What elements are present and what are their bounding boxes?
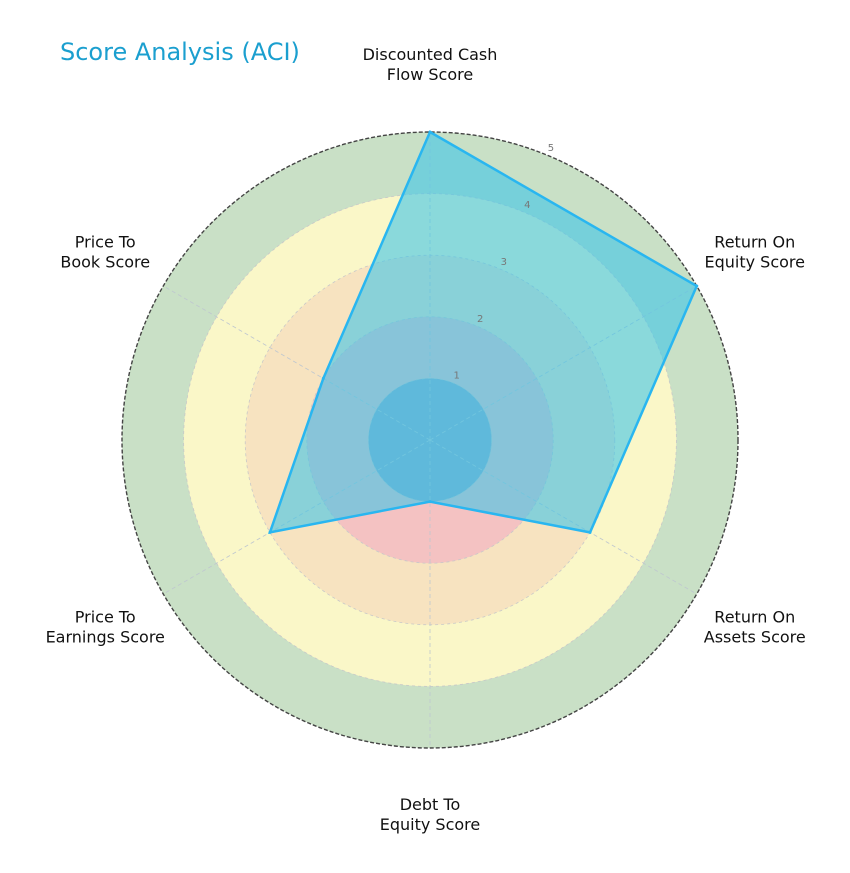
axis-label-line: Equity Score — [705, 253, 806, 272]
chart-title: Score Analysis (ACI) — [60, 38, 300, 66]
data-point-2 — [695, 284, 699, 288]
data-point-4 — [428, 500, 432, 504]
axis-label-line: Debt To — [400, 795, 461, 814]
r-tick-label-1: 1 — [453, 371, 459, 382]
axis-label-2: Return On Equity Score — [705, 233, 806, 272]
axis-label-5: Price To Earnings Score — [46, 608, 165, 647]
axis-label-line: Flow Score — [387, 65, 473, 84]
data-point-3 — [588, 530, 592, 534]
axis-label-line: Discounted Cash — [363, 45, 498, 64]
axis-label-line: Price To — [75, 233, 136, 252]
r-tick-label-3: 3 — [501, 257, 507, 268]
r-tick-label-2: 2 — [477, 314, 483, 325]
data-point-6 — [321, 376, 325, 380]
r-tick-label-5: 5 — [548, 143, 554, 154]
axis-label-line: Earnings Score — [46, 628, 165, 647]
axis-label-line: Return On — [714, 608, 795, 627]
r-tick-label-4: 4 — [524, 200, 530, 211]
axis-label-1: Discounted Cash Flow Score — [363, 45, 498, 84]
axis-label-line: Book Score — [60, 253, 150, 272]
axis-label-line: Return On — [714, 233, 795, 252]
axis-label-line: Assets Score — [704, 628, 806, 647]
axis-label-4: Debt To Equity Score — [380, 795, 481, 834]
axis-label-3: Return On Assets Score — [704, 608, 806, 647]
axis-label-line: Equity Score — [380, 815, 481, 834]
outer-boundary — [121, 131, 739, 749]
axis-label-6: Price To Book Score — [60, 233, 150, 272]
data-point-1 — [428, 130, 432, 134]
data-point-5 — [268, 530, 272, 534]
axis-label-line: Price To — [75, 608, 136, 627]
